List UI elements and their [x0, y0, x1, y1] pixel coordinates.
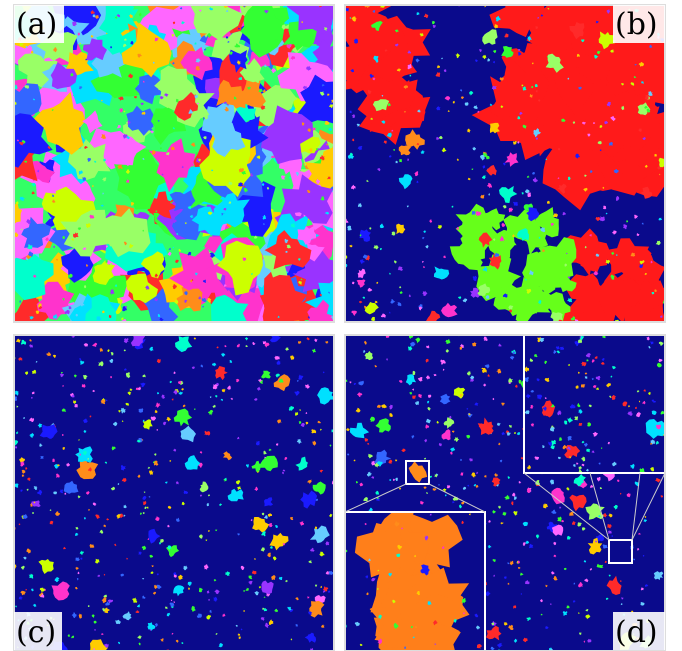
domain: [396, 554, 400, 557]
panel-content: [0, 0, 359, 347]
figure: (a) (b) (c) (d): [0, 0, 682, 651]
domain: [173, 22, 175, 25]
domain: [275, 39, 277, 41]
panel-b: [328, 0, 682, 345]
domain: [84, 517, 86, 519]
domain: [74, 404, 78, 408]
panel-label: (d): [615, 615, 658, 650]
domain: [465, 102, 469, 105]
panel-label: (c): [16, 615, 56, 650]
panel-a: [0, 0, 359, 347]
panel-c: [12, 330, 336, 651]
panel-content: [344, 504, 485, 651]
panel-content: [328, 0, 682, 345]
panel-label: (a): [16, 7, 57, 42]
panel-content: [12, 330, 336, 651]
panel-label: (b): [615, 7, 658, 42]
domain: [53, 491, 57, 494]
panel-content: [524, 335, 668, 473]
domain: [256, 441, 260, 445]
panel-d: [343, 329, 670, 651]
